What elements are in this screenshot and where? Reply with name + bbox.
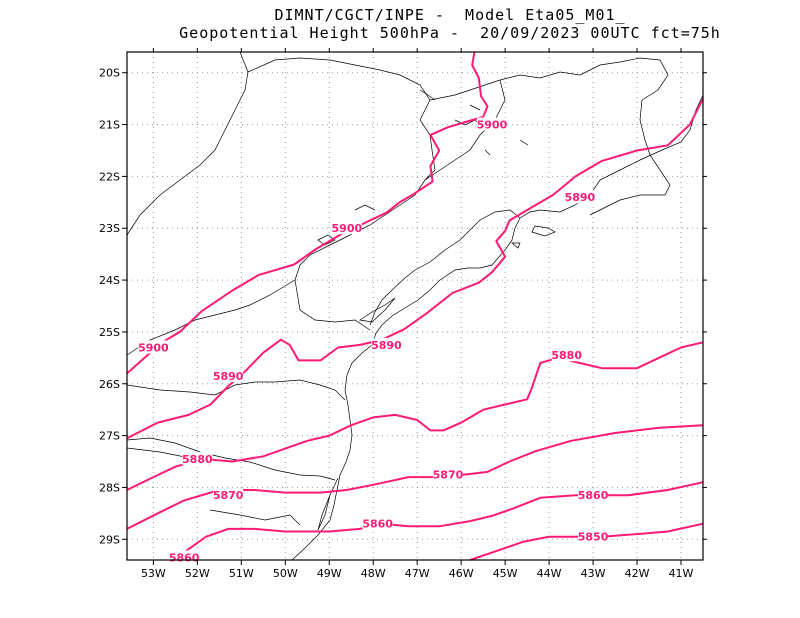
- x-tick-label: 51W: [229, 567, 254, 580]
- contour-label-bg: [331, 221, 362, 235]
- contour-line-5850: [469, 522, 704, 561]
- contour-label-bg: [551, 348, 582, 362]
- contour-label-bg: [362, 516, 393, 530]
- frame-border: [126, 51, 704, 561]
- contour-label: 5850: [578, 531, 609, 544]
- political-borders: [126, 51, 704, 561]
- contour-line-5880: [126, 341, 704, 491]
- x-tick-label: 45W: [493, 567, 518, 580]
- map-frame: [126, 51, 704, 561]
- contour-label: 5890: [371, 339, 402, 352]
- contour-label-bg: [578, 529, 609, 543]
- contour-label-bg: [182, 451, 213, 465]
- contour-label: 5900: [332, 222, 363, 235]
- contour-label: 5880: [551, 349, 582, 362]
- y-tick-label: 23S: [99, 222, 120, 235]
- contour-label-bg: [476, 117, 507, 131]
- contour-label-bg: [432, 467, 463, 481]
- coastal-islands: [511, 225, 556, 249]
- contour-line-5890: [126, 98, 704, 440]
- lagoons: [317, 297, 396, 531]
- y-tick-label: 25S: [99, 326, 120, 339]
- axis-ticks: 53W 52W 51W 50W 49W 48W 47W 46W 45W 44W 43W 42W 41W 2…: [99, 48, 707, 580]
- x-tick-label: 47W: [405, 567, 430, 580]
- contour-line-5860: [170, 481, 704, 561]
- contour-label: 5870: [213, 489, 244, 502]
- y-tick-label: 22S: [99, 170, 120, 183]
- contour-label: 5860: [169, 551, 200, 564]
- x-tick-label: 53W: [141, 567, 166, 580]
- contour-label-bg: [213, 488, 244, 502]
- x-tick-label: 48W: [361, 567, 386, 580]
- lat-lon-grid: [127, 52, 703, 560]
- contour-label: 5870: [433, 468, 464, 481]
- map-title-line-2: Geopotential Height 500hPa - 20/09/2023 …: [179, 24, 721, 42]
- y-tick-label: 26S: [99, 378, 120, 391]
- x-tick-label: 49W: [317, 567, 342, 580]
- contour-label-bg: [371, 337, 402, 351]
- contour-label: 5860: [578, 489, 609, 502]
- y-tick-label: 21S: [99, 119, 120, 132]
- coastline: [291, 94, 704, 561]
- x-tick-label: 44W: [537, 567, 562, 580]
- y-tick-label: 29S: [99, 533, 120, 546]
- contour-label-bg: [564, 190, 595, 204]
- x-tick-label: 43W: [581, 567, 606, 580]
- contour-label: 5880: [182, 453, 213, 466]
- x-tick-label: 50W: [273, 567, 298, 580]
- contour-label-bg: [578, 488, 609, 502]
- y-tick-label: 28S: [99, 481, 120, 494]
- contour-line-5900: [126, 51, 489, 375]
- contour-label: 5890: [565, 191, 596, 204]
- contour-label: 5890: [213, 370, 244, 383]
- y-tick-label: 20S: [99, 67, 120, 80]
- y-tick-label: 27S: [99, 430, 120, 443]
- x-tick-label: 42W: [625, 567, 650, 580]
- contour-label: 5900: [477, 119, 508, 132]
- contour-label: 5860: [362, 518, 393, 531]
- contour-label-bg: [138, 340, 169, 354]
- map-title-line-1: DIMNT/CGCT/INPE - Model Eta05_M01_: [274, 6, 626, 24]
- contour-label: 5900: [138, 341, 169, 354]
- x-tick-label: 46W: [449, 567, 474, 580]
- x-tick-label: 41W: [669, 567, 694, 580]
- x-tick-label: 52W: [185, 567, 210, 580]
- contour-label-bg: [213, 368, 244, 382]
- geopotential-contours: 5900 5900 5900 5890 5890 5890 5880 5880 5870 5870…: [126, 51, 704, 564]
- contour-line-5870: [126, 424, 704, 530]
- y-tick-label: 24S: [99, 274, 120, 287]
